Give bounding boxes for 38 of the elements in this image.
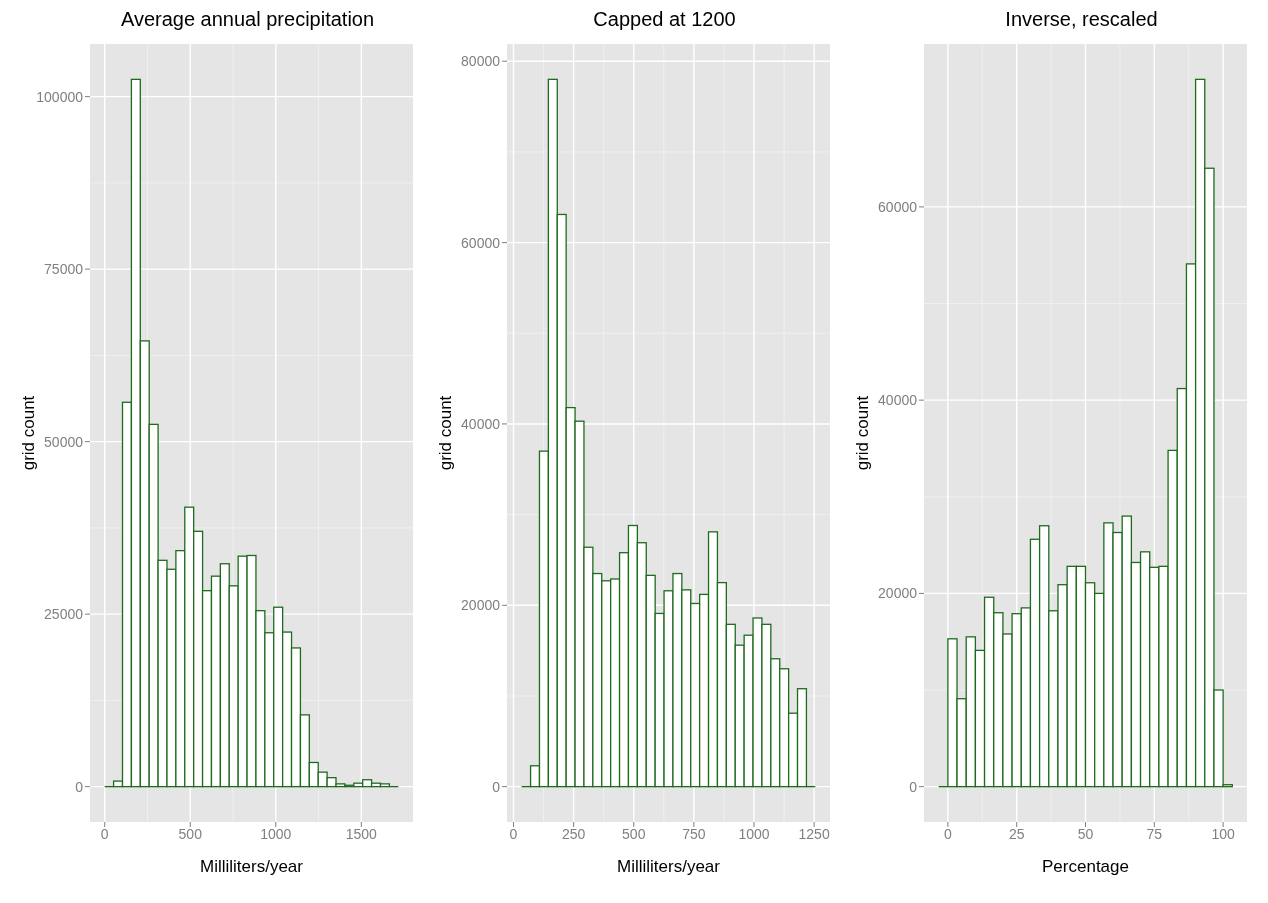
x-tick-label: 1500 (345, 825, 378, 842)
y-tick-label: 0 (909, 778, 918, 795)
x-tick-label: 0 (509, 825, 518, 842)
x-tick-label: 500 (178, 825, 203, 842)
chart-title: Inverse, rescaled (1004, 8, 1159, 32)
y-tick-label: 100000 (36, 88, 84, 105)
x-tick-label: 1250 (798, 825, 830, 842)
x-tick-label: 250 (561, 825, 586, 842)
y-tick-label: 25000 (44, 606, 84, 623)
y-axis-title: grid count (436, 395, 456, 471)
y-tick-label: 20000 (878, 585, 918, 602)
x-tick-label: 0 (100, 825, 109, 842)
x-axis-title: Milliliters/year (617, 857, 721, 876)
y-axis-title: grid count (19, 395, 39, 471)
x-tick-label: 25 (1008, 825, 1025, 842)
x-tick-label: 750 (682, 825, 706, 842)
y-tick-label: 40000 (461, 415, 501, 432)
x-tick-label: 500 (622, 825, 646, 842)
x-tick-label: 0 (943, 825, 952, 842)
chart-title: Capped at 1200 (592, 8, 737, 32)
y-tick-label: 60000 (878, 198, 918, 215)
x-axis-title: Milliliters/year (200, 857, 304, 876)
x-tick-label: 50 (1077, 825, 1094, 842)
y-tick-label: 0 (75, 778, 84, 795)
y-tick-label: 50000 (44, 433, 84, 450)
y-tick-label: 80000 (461, 53, 501, 70)
x-tick-label: 100 (1211, 825, 1236, 842)
x-tick-label: 75 (1146, 825, 1163, 842)
y-tick-label: 75000 (44, 261, 84, 278)
x-tick-label: 1000 (738, 825, 770, 842)
y-tick-label: 0 (492, 778, 501, 795)
y-tick-label: 20000 (461, 597, 501, 614)
y-tick-label: 60000 (461, 234, 501, 251)
x-tick-label: 1000 (260, 825, 292, 842)
x-axis-title: Percentage (1042, 857, 1129, 876)
chart-title: Average annual precipitation (119, 8, 376, 32)
y-axis-title: grid count (853, 395, 873, 471)
y-tick-label: 40000 (878, 392, 918, 409)
